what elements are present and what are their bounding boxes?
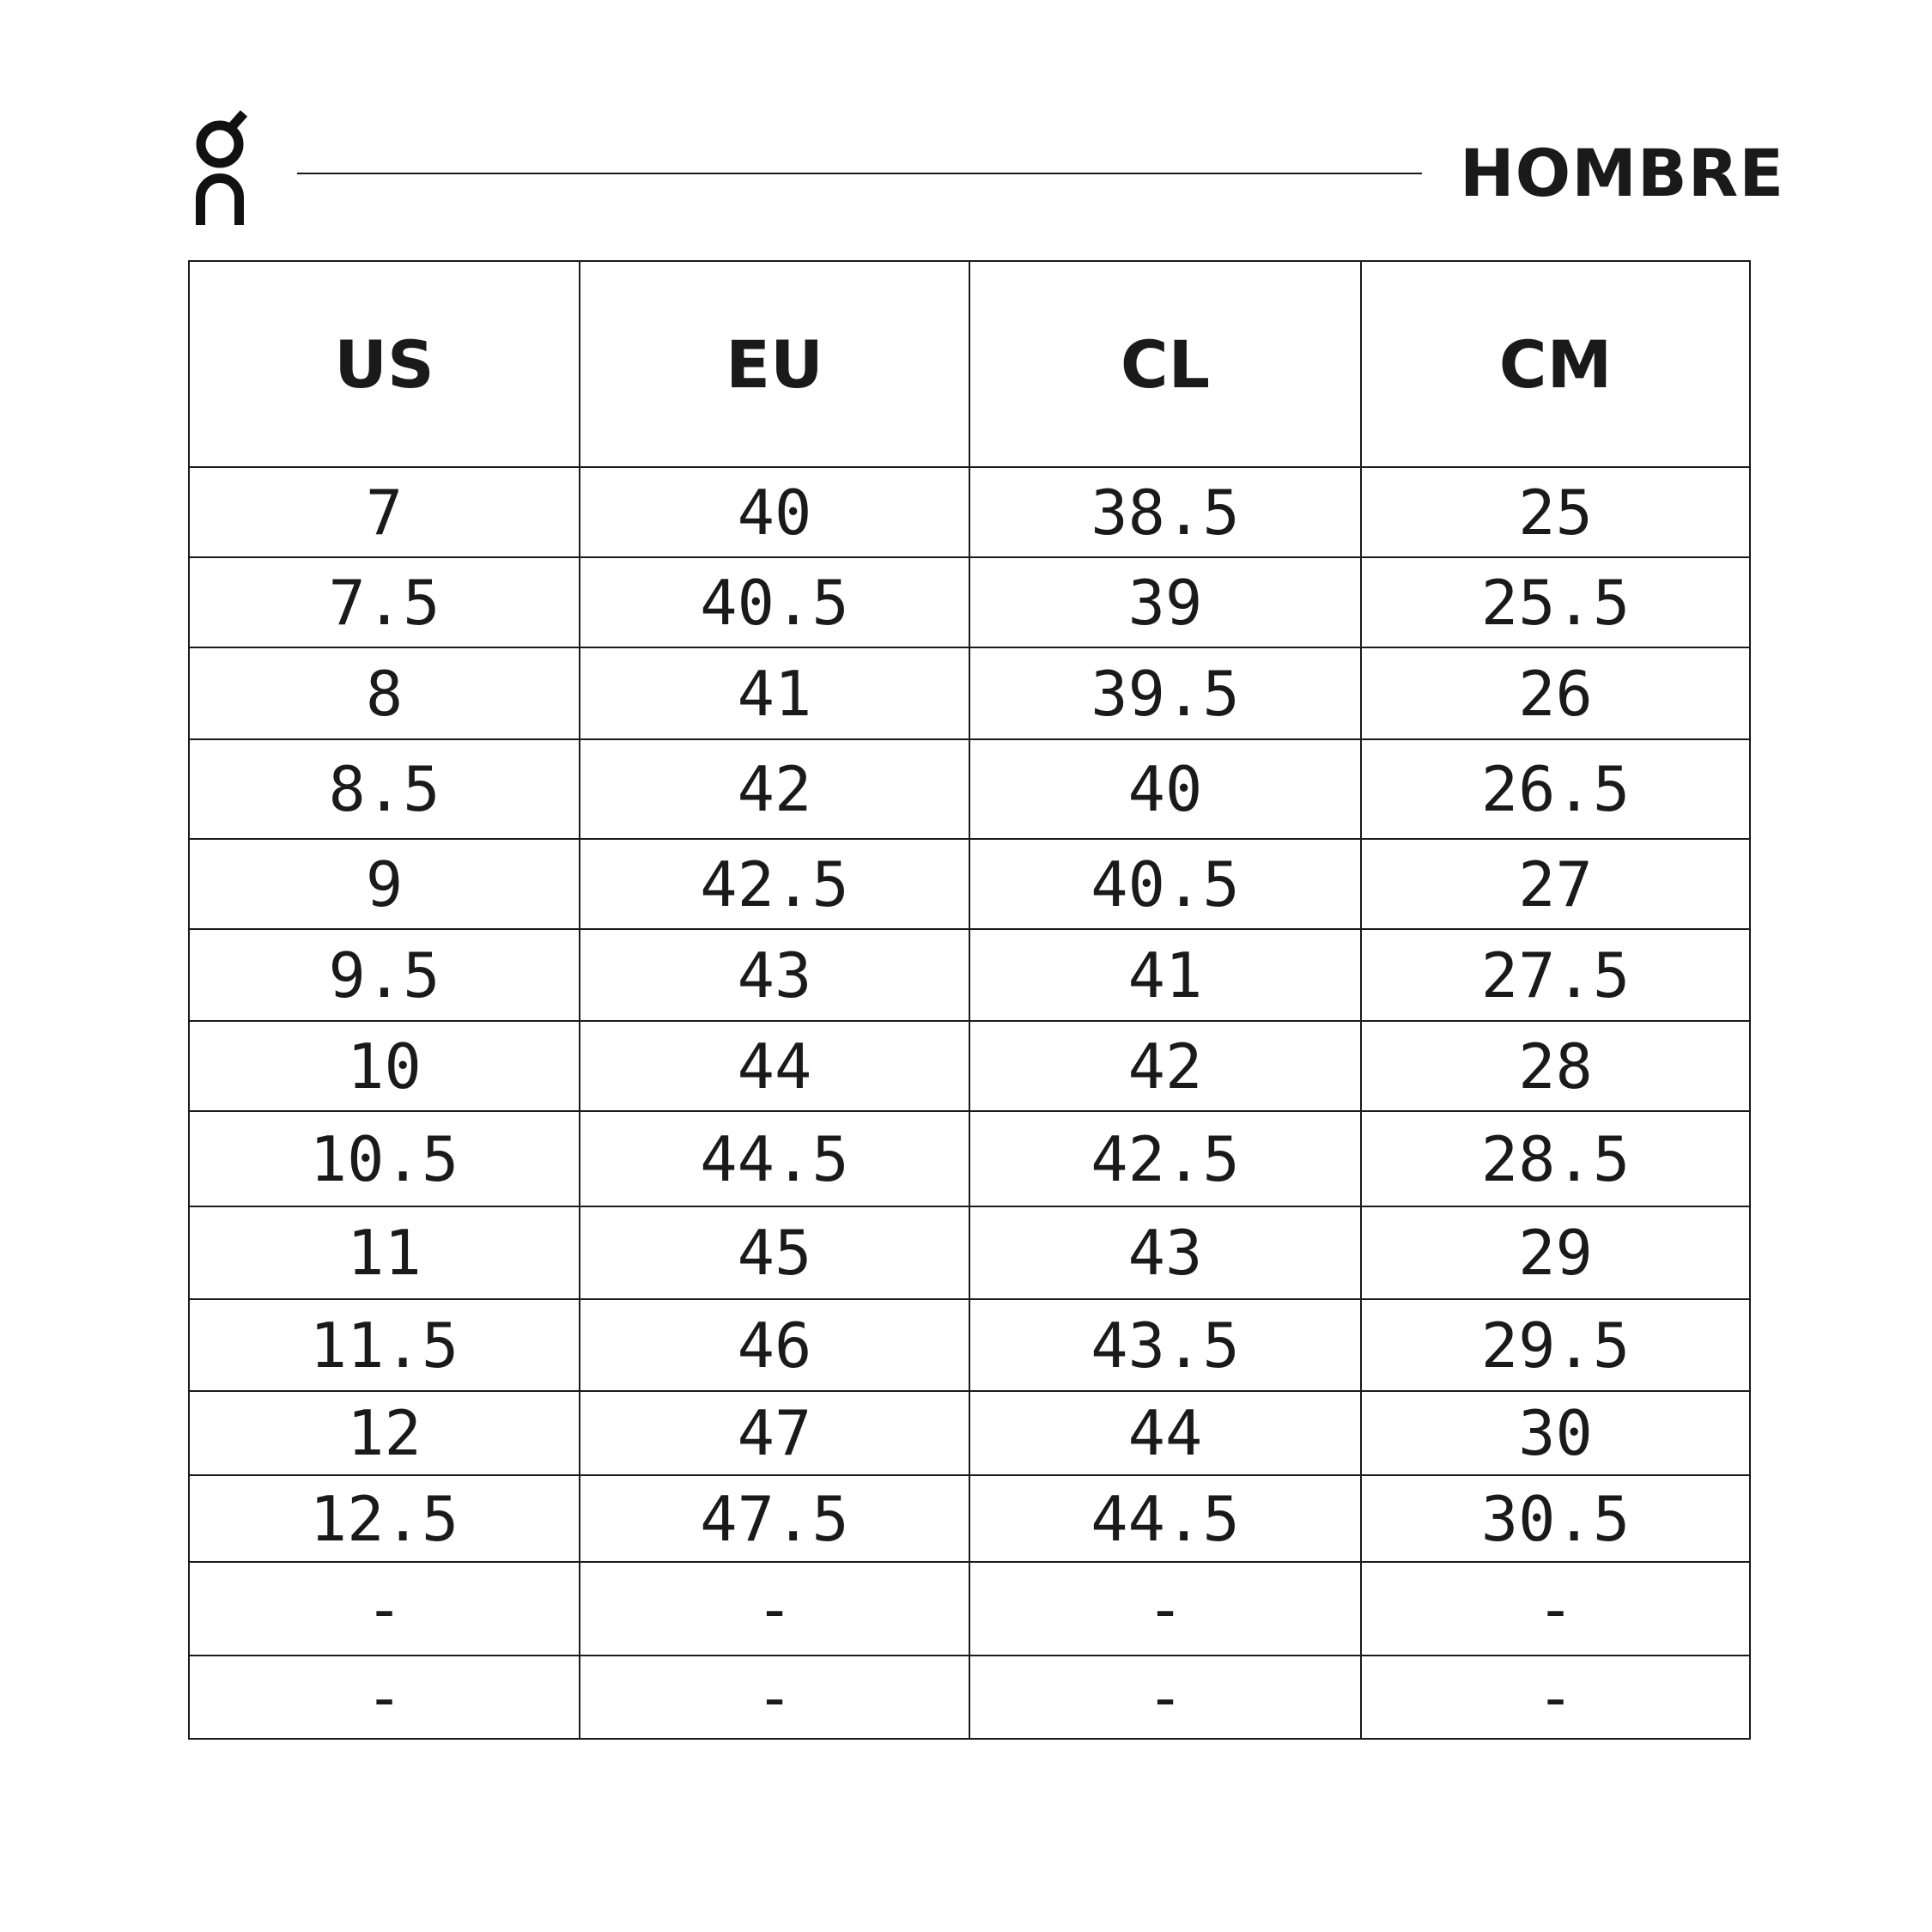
table-row: ---- [190,1655,1749,1738]
table-cell: 40 [579,468,969,556]
table-cell: 42.5 [969,1112,1360,1206]
table-cell: 44 [969,1392,1360,1474]
table-cell: 44.5 [969,1476,1360,1561]
table-cell: 11.5 [309,1309,459,1382]
table-cell: 30 [1360,1392,1749,1474]
table-cell: 28.5 [1360,1112,1749,1206]
table-cell: - [579,1656,969,1738]
header-cell-us: US [334,325,434,403]
table-cell: - [365,1661,404,1734]
table-cell: 43.5 [969,1300,1360,1390]
table-row: 8 41 39.5 26 [190,647,1749,738]
table-row: 11 45 43 29 [190,1206,1749,1298]
table-row: 7.5 40.5 39 25.5 [190,556,1749,647]
table-row: 12.5 47.5 44.5 30.5 [190,1474,1749,1561]
table-cell: 10.5 [309,1122,459,1195]
table-row: 7 40 38.5 25 [190,466,1749,556]
table-cell: - [365,1572,404,1645]
table-cell: 47 [579,1392,969,1474]
table-cell: 40.5 [969,840,1360,928]
table-cell: 9.5 [328,939,440,1012]
table-row: 11.5 46 43.5 29.5 [190,1298,1749,1390]
table-cell: 42 [579,740,969,838]
table-cell: 38.5 [969,468,1360,556]
table-cell: - [969,1563,1360,1655]
table-row: 8.5 42 40 26.5 [190,738,1749,838]
header-cell-cl: CL [969,262,1360,466]
table-cell: 40.5 [579,558,969,647]
table-cell: 47.5 [579,1476,969,1561]
table-cell: 41 [969,930,1360,1020]
table-cell: 39 [969,558,1360,647]
table-cell: 8 [365,657,404,730]
table-cell: - [1360,1563,1749,1655]
table-cell: 11 [347,1217,422,1289]
table-cell: 44.5 [579,1112,969,1206]
header-cell-cm: CM [1360,262,1749,466]
header-row: US EU CL CM [190,262,1749,466]
table-cell: 27.5 [1360,930,1749,1020]
table-row: 10.5 44.5 42.5 28.5 [190,1110,1749,1206]
table-cell: 46 [579,1300,969,1390]
table-cell: 40 [969,740,1360,838]
page-title: HOMBRE [1460,135,1785,211]
table-cell: 7.5 [328,566,440,639]
table-cell: 28 [1360,1022,1749,1110]
table-cell: 45 [579,1207,969,1298]
header-cell-eu: EU [579,262,969,466]
table-cell: 43 [579,930,969,1020]
on-logo-icon [196,110,248,225]
table-row: 9.5 43 41 27.5 [190,928,1749,1020]
table-cell: 30.5 [1360,1476,1749,1561]
table-cell: 41 [579,648,969,738]
table-cell: 8.5 [328,753,440,825]
table-cell: 12.5 [309,1482,459,1555]
table-row: 10 44 42 28 [190,1020,1749,1110]
table-cell: 43 [969,1207,1360,1298]
table-cell: 42.5 [579,840,969,928]
table-cell: - [579,1563,969,1655]
table-row: 9 42.5 40.5 27 [190,838,1749,928]
table-cell: 7 [365,476,404,549]
table-cell: 10 [347,1030,422,1103]
table-cell: 42 [969,1022,1360,1110]
table-row: ---- [190,1561,1749,1655]
table-cell: 25 [1360,468,1749,556]
table-cell: 27 [1360,840,1749,928]
header-divider [297,173,1422,174]
table-cell: - [1360,1656,1749,1738]
table-cell: 26 [1360,648,1749,738]
table-cell: 44 [579,1022,969,1110]
table-cell: - [969,1656,1360,1738]
table-row: 12 47 44 30 [190,1390,1749,1474]
table-cell: 29.5 [1360,1300,1749,1390]
table-cell: 9 [365,848,404,920]
table-cell: 25.5 [1360,558,1749,647]
table-cell: 12 [347,1397,422,1469]
table-cell: 39.5 [969,648,1360,738]
table-cell: 26.5 [1360,740,1749,838]
table-cell: 29 [1360,1207,1749,1298]
size-chart-table: US EU CL CM 7 40 38.5 25 7.5 40.5 39 25.5 8 41 39.5 26 8… [188,260,1751,1740]
